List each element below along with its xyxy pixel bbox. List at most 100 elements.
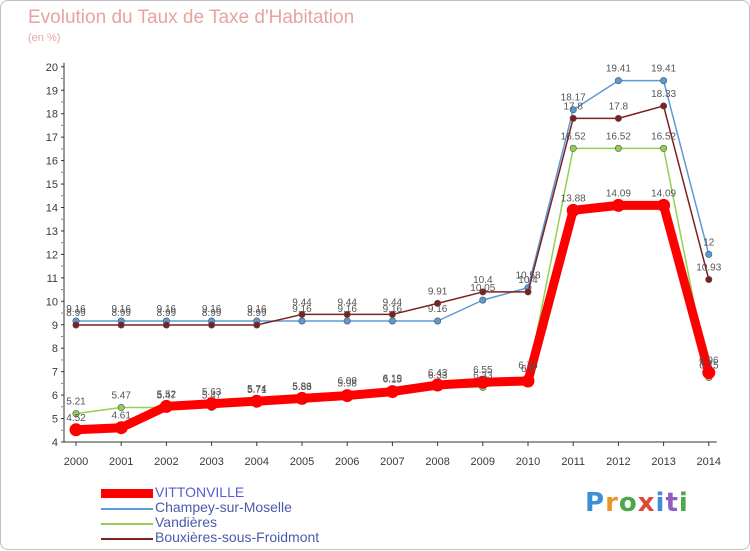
data-point <box>569 106 577 114</box>
data-label: 19.41 <box>651 64 676 75</box>
y-tick-label: 13 <box>46 226 58 238</box>
legend-label: Champey-sur-Moselle <box>155 499 292 515</box>
data-point <box>702 366 716 380</box>
series-bouxieres-sous-froidmont <box>72 102 713 329</box>
data-point <box>114 421 128 435</box>
data-label: 9.16 <box>292 304 312 315</box>
data-label: 16.52 <box>561 131 586 142</box>
y-tick-label: 7 <box>52 367 58 379</box>
x-tick-label: 2006 <box>335 456 359 468</box>
y-tick-label: 17 <box>46 132 58 144</box>
series-layer <box>69 77 716 437</box>
axes: 4 5 6 7 8 9 10 11 12 13 14 15 16 17 18 19 20 2000 2001 2002… <box>46 62 721 468</box>
data-point <box>657 198 671 212</box>
data-label: 14.09 <box>651 188 676 199</box>
data-point <box>298 317 306 325</box>
data-label: 18.17 <box>561 93 586 104</box>
data-label: 5.47 <box>157 391 177 402</box>
data-label: 19.41 <box>606 64 631 75</box>
data-label: 4.61 <box>111 411 131 422</box>
y-tick-label: 8 <box>52 343 58 355</box>
data-label: 10.58 <box>515 271 540 282</box>
data-label: 9.44 <box>383 297 403 308</box>
data-labels-layer: 9.16 9.16 9.16 9.16 9.16 9.16 9.16 9.16 9.16 10.0… <box>66 64 721 424</box>
logo-letter: P <box>585 488 606 518</box>
data-label: 5.71 <box>247 385 267 396</box>
data-point <box>208 321 216 329</box>
data-label: 6.15 <box>383 375 403 386</box>
data-label: 17.8 <box>563 101 583 112</box>
y-tick-label: 11 <box>47 273 58 285</box>
data-label: 13.88 <box>561 193 586 204</box>
data-point <box>250 394 264 408</box>
y-tick-label: 16 <box>46 156 58 168</box>
data-point <box>340 389 354 403</box>
data-label: 6.33 <box>428 370 448 381</box>
y-tick-label: 6 <box>52 390 58 402</box>
data-point <box>162 321 170 329</box>
legend-label: Vandières <box>155 514 218 530</box>
data-label: 5.47 <box>202 391 222 402</box>
legend-label: Bouxières-sous-Froidmont <box>155 529 320 545</box>
data-label: 8.99 <box>247 308 267 319</box>
data-label: 5.86 <box>292 381 312 392</box>
data-label: 6.43 <box>428 368 448 379</box>
data-label: 9.91 <box>428 286 448 297</box>
y-tick-label: 19 <box>46 85 58 97</box>
data-label: 9.16 <box>202 304 222 315</box>
x-tick-label: 2007 <box>380 456 404 468</box>
logo-letter: o <box>618 488 638 518</box>
data-point <box>566 203 580 217</box>
data-point <box>660 102 668 110</box>
data-point <box>159 399 173 413</box>
data-label: 9.16 <box>383 304 403 315</box>
data-label: 8.99 <box>157 308 177 319</box>
data-label: 17.8 <box>609 101 629 112</box>
data-point <box>343 310 351 318</box>
data-label: 16.52 <box>606 131 631 142</box>
data-point <box>343 317 351 325</box>
data-point <box>431 378 445 392</box>
data-label: 9.16 <box>247 304 267 315</box>
data-point <box>385 385 399 399</box>
data-label: 5.74 <box>247 384 267 395</box>
data-point <box>388 310 396 318</box>
legend-swatch <box>101 538 153 540</box>
data-point <box>253 321 261 329</box>
data-label: 10.4 <box>518 275 538 286</box>
data-label: 10.93 <box>696 262 721 273</box>
data-label: 10.05 <box>470 283 495 294</box>
x-tick-label: 2011 <box>561 456 585 468</box>
data-label: 6.55 <box>473 365 493 376</box>
data-label: 9.16 <box>66 304 86 315</box>
x-tick-label: 2000 <box>64 456 88 468</box>
data-label: 4.52 <box>66 413 86 424</box>
data-point <box>117 321 125 329</box>
y-tick-label: 9 <box>52 320 58 332</box>
data-label: 9.44 <box>337 297 357 308</box>
data-label: 12 <box>703 237 715 248</box>
data-point <box>614 144 622 152</box>
data-point <box>660 144 668 152</box>
data-label: 8.99 <box>66 308 86 319</box>
x-tick-label: 2005 <box>290 456 314 468</box>
data-point <box>205 397 219 411</box>
data-label: 9.16 <box>337 304 357 315</box>
proxiti-logo: Proxiti <box>585 488 689 518</box>
data-label: 16.52 <box>651 131 676 142</box>
legend-label: VITTONVILLE <box>155 484 245 500</box>
logo-letter: i <box>655 488 666 518</box>
data-point <box>69 423 83 437</box>
data-label: 10.4 <box>473 275 493 286</box>
data-point <box>611 198 625 212</box>
y-tick-label: 10 <box>46 296 58 308</box>
legend-swatch <box>101 489 153 498</box>
x-tick-label: 2014 <box>697 456 721 468</box>
data-point <box>569 144 577 152</box>
data-point <box>479 296 487 304</box>
data-label: 9.16 <box>428 304 448 315</box>
x-tick-label: 2002 <box>154 456 178 468</box>
series-champey-sur-moselle <box>72 77 713 325</box>
x-tick-label: 2008 <box>425 456 449 468</box>
